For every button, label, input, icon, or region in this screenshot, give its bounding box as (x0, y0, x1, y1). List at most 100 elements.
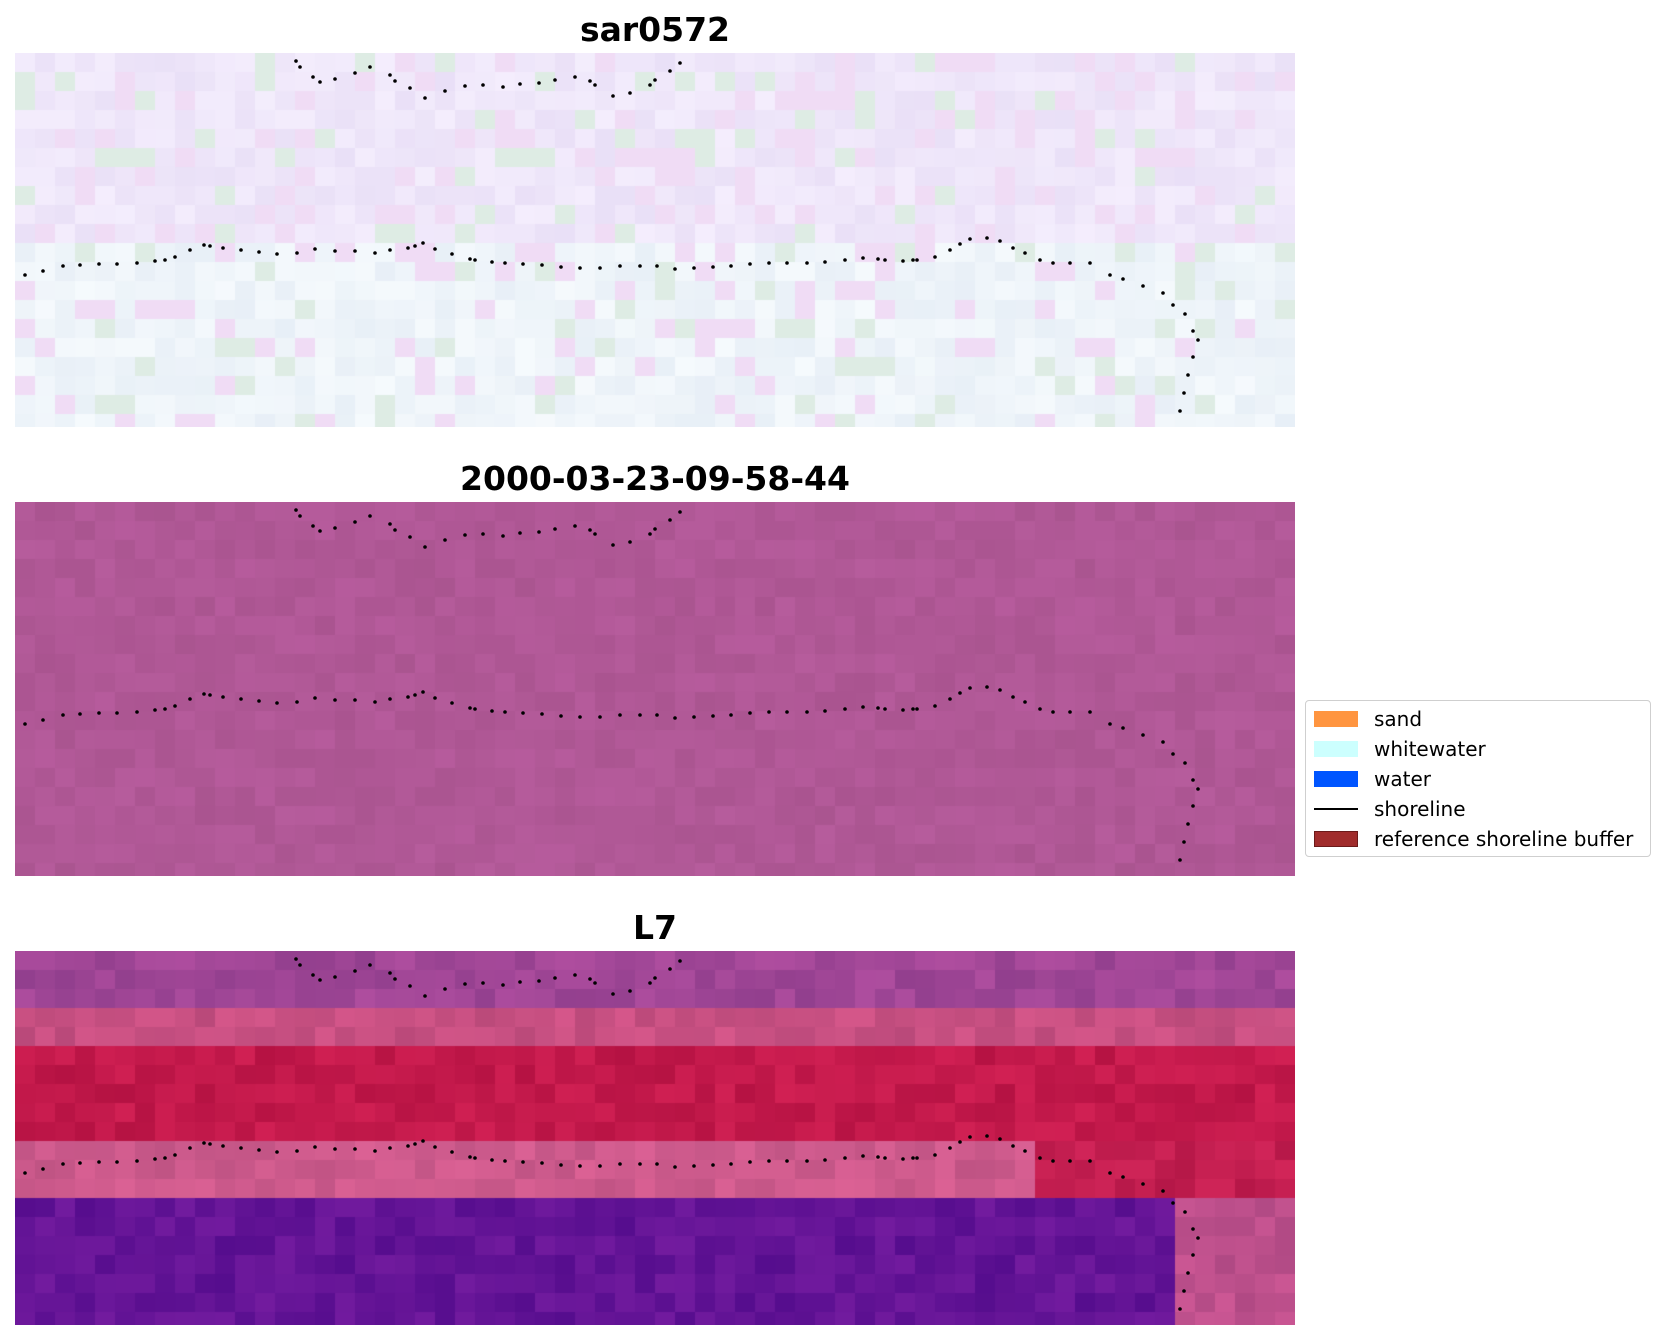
shoreline-point (294, 508, 298, 512)
shoreline-point (406, 1144, 410, 1148)
shoreline-point (473, 1156, 477, 1160)
shoreline-point (333, 698, 337, 702)
shoreline-point (588, 977, 592, 981)
shoreline-point (23, 1171, 27, 1175)
shoreline-point (573, 973, 577, 977)
shoreline-point (540, 1161, 544, 1165)
shoreline-point (673, 716, 677, 720)
shoreline-point (588, 528, 592, 532)
shoreline-point (653, 976, 657, 980)
shoreline-point (1068, 1159, 1072, 1163)
shoreline-point (559, 265, 563, 269)
shoreline-point (711, 714, 715, 718)
shoreline-point (221, 695, 225, 699)
image-panel-1 (15, 53, 1295, 427)
shoreline-point (388, 73, 392, 77)
satellite-image-3 (15, 951, 1295, 1325)
shoreline-point (257, 250, 261, 254)
shoreline-point (368, 963, 372, 967)
shoreline-point (1186, 1271, 1190, 1275)
shoreline-point (61, 1162, 65, 1166)
shoreline-point (313, 1145, 317, 1149)
shoreline-point (1183, 312, 1187, 316)
shoreline-point (490, 1158, 494, 1162)
shoreline-point (968, 686, 972, 690)
shoreline-point (503, 1159, 507, 1163)
shoreline-point (611, 543, 615, 547)
shoreline-point (901, 259, 905, 263)
shoreline-point (1051, 1159, 1055, 1163)
shoreline-point (785, 261, 789, 265)
shoreline-point (1171, 1201, 1175, 1205)
panel-title-1: sar0572 (579, 10, 731, 49)
shoreline-point (163, 1156, 167, 1160)
shoreline-point (393, 79, 397, 83)
shoreline-point (353, 249, 357, 253)
shoreline-point (540, 712, 544, 716)
shoreline-point (1186, 373, 1190, 377)
shoreline-point (294, 957, 298, 961)
shoreline-point (968, 237, 972, 241)
shoreline-point (353, 969, 357, 973)
legend-label-water: water (1374, 767, 1431, 791)
shoreline-point (1171, 752, 1175, 756)
shoreline-point (295, 700, 299, 704)
shoreline-point (202, 1141, 206, 1145)
legend-item-reference-buffer: reference shoreline buffer (1314, 825, 1633, 853)
shoreline-point (78, 712, 82, 716)
shoreline-point (553, 976, 557, 980)
shoreline-point (1011, 246, 1015, 250)
shoreline-point (298, 65, 302, 69)
shoreline-point (450, 1150, 454, 1154)
shoreline-point (678, 959, 682, 963)
shoreline-point (275, 1150, 279, 1154)
shoreline-point (767, 710, 771, 714)
shoreline-point (521, 1160, 525, 1164)
shoreline-point (473, 707, 477, 711)
shoreline-point (668, 518, 672, 522)
shoreline-point (628, 989, 632, 993)
legend-label-shoreline: shoreline (1374, 797, 1466, 821)
shoreline-point (638, 264, 642, 268)
shoreline-point (823, 709, 827, 713)
shoreline-point (578, 715, 582, 719)
shoreline-point (593, 532, 597, 536)
shoreline-point (188, 1146, 192, 1150)
image-panel-3 (15, 951, 1295, 1325)
shoreline-point (163, 258, 167, 262)
shoreline-point (468, 706, 472, 710)
shoreline-point (1023, 700, 1027, 704)
shoreline-point (257, 1148, 261, 1152)
shoreline-point (901, 708, 905, 712)
shoreline-point (1023, 1149, 1027, 1153)
shoreline-point (421, 241, 425, 245)
shoreline-point (843, 258, 847, 262)
shoreline-point (413, 693, 417, 697)
shoreline-point (559, 1163, 563, 1167)
shoreline-point (1186, 822, 1190, 826)
shoreline-point (729, 713, 733, 717)
shoreline-point (1011, 1144, 1015, 1148)
shoreline-point (1068, 710, 1072, 714)
shoreline-point (503, 710, 507, 714)
shoreline-point (767, 261, 771, 265)
sand-swatch (1314, 711, 1358, 727)
shoreline-point (1191, 1253, 1195, 1257)
shoreline-point (1161, 291, 1165, 295)
shoreline-point (673, 1165, 677, 1169)
shoreline-point (901, 1157, 905, 1161)
shoreline-point (537, 530, 541, 534)
shoreline-point (1196, 787, 1200, 791)
shoreline-point (61, 713, 65, 717)
legend-item-water: water (1314, 765, 1431, 793)
shoreline-point (559, 714, 563, 718)
shoreline-point (653, 78, 657, 82)
shoreline-point (748, 1160, 752, 1164)
shoreline-point (41, 718, 45, 722)
shoreline-point (655, 1162, 659, 1166)
shoreline-point (490, 260, 494, 264)
reference-buffer-swatch (1314, 831, 1358, 847)
shoreline-point (968, 1135, 972, 1139)
shoreline-point (876, 1155, 880, 1159)
shoreline-point (1183, 761, 1187, 765)
